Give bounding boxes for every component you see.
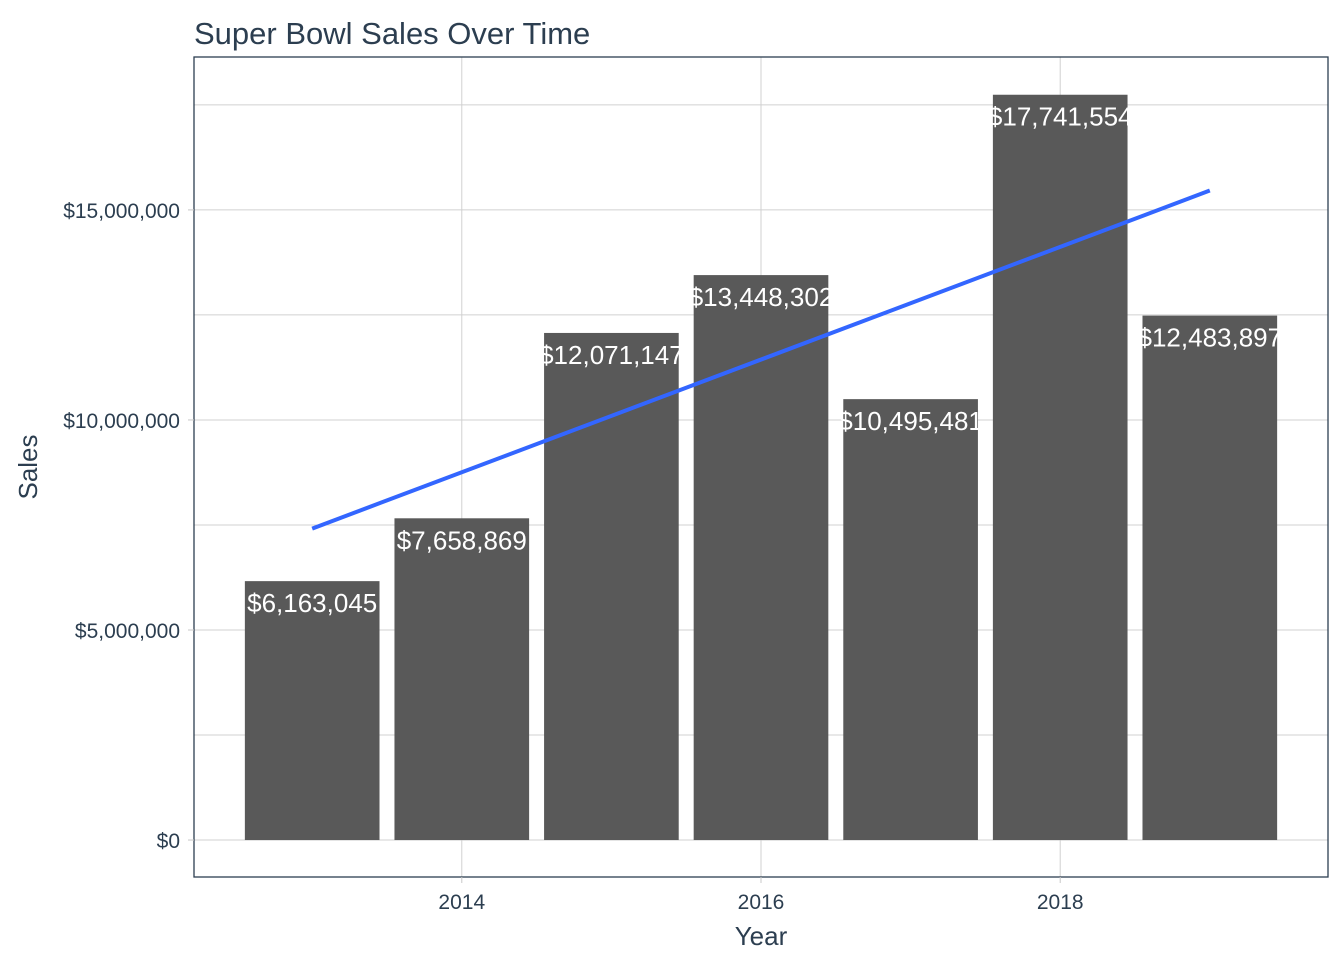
bar-2018: [992, 94, 1128, 841]
chart-title: Super Bowl Sales Over Time: [194, 16, 590, 51]
x-tick-label: 2014: [438, 891, 485, 914]
y-tick-label: $10,000,000: [63, 410, 180, 433]
trend-line: [311, 188, 1211, 531]
bar-2013: [244, 581, 380, 841]
x-axis: 2014 2016 2018: [438, 877, 1084, 914]
x-tick-label: 2018: [1037, 891, 1084, 914]
bar-2016: [693, 275, 829, 841]
bar-2017: [843, 399, 978, 841]
data-label-2016: $13,448,302: [689, 282, 834, 312]
trend-line-group: [311, 188, 1211, 531]
data-label-2014: $7,658,869: [397, 525, 527, 555]
y-axis-label: Sales: [13, 434, 43, 499]
data-label-2018: $17,741,554: [988, 102, 1133, 132]
bars: [244, 94, 1278, 841]
data-label-2013: $6,163,045: [247, 588, 377, 618]
bar-2014: [394, 518, 530, 841]
y-tick-label: $0: [157, 830, 180, 853]
y-tick-label: $5,000,000: [75, 620, 180, 643]
data-label-2015: $12,071,147: [539, 340, 684, 370]
bar-2019: [1142, 315, 1278, 841]
y-tick-label: $15,000,000: [63, 200, 180, 223]
data-labels: $6,163,045 $7,658,869 $12,071,147$13,448,3…: [247, 102, 1282, 618]
data-label-2017: $10,495,481: [838, 406, 983, 436]
bar-2015: [544, 332, 679, 841]
y-axis: $0 $5,000,000 $10,000,000 $15,000,000: [63, 200, 194, 853]
data-label-2019: $12,483,897: [1138, 323, 1283, 353]
x-tick-label: 2016: [738, 891, 785, 914]
x-axis-label: Year: [735, 921, 788, 951]
